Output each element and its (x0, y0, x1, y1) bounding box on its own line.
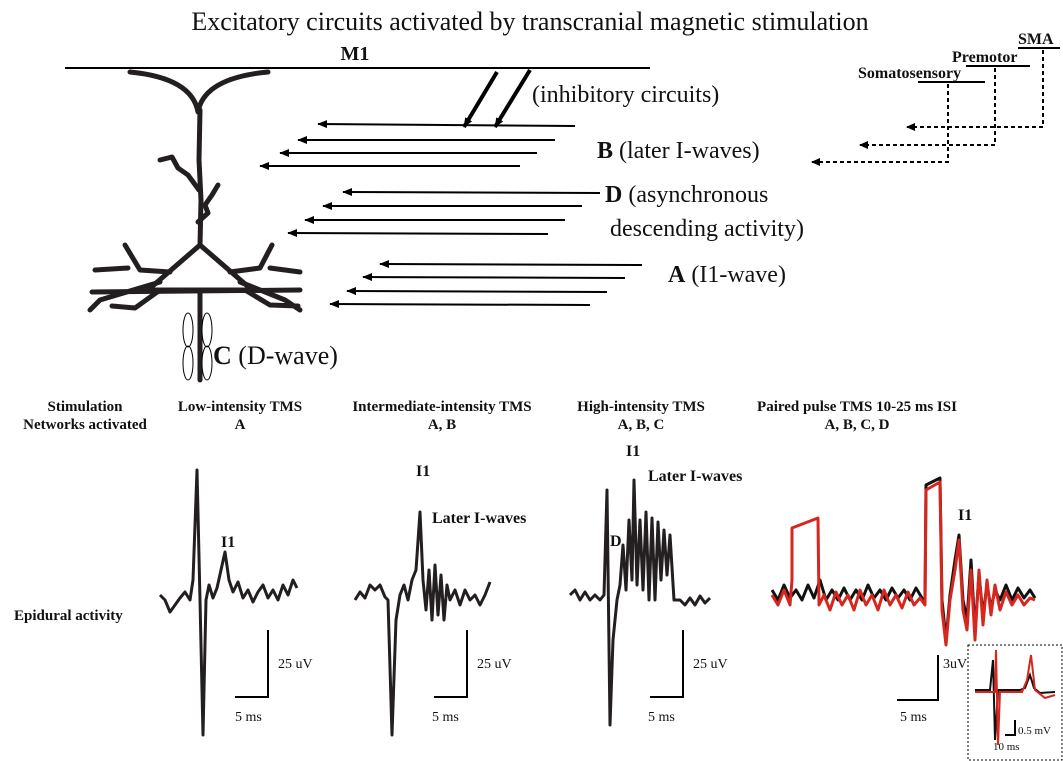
input-letter: A (668, 262, 686, 288)
input-text: (I1-wave) (691, 262, 786, 288)
inhibitory-arrow (493, 68, 532, 129)
stimulation: Intermediate-intensity TMS (352, 399, 531, 415)
input-a-label: A (I1-wave) (668, 262, 786, 288)
wave-label: I1 (626, 443, 640, 460)
trace-paired (770, 480, 1036, 647)
axon-ellipse (201, 312, 213, 348)
axon-ellipse (182, 312, 194, 348)
inset-amplitude-scale: 0.5 mV (1018, 725, 1051, 737)
inset-scale-bar (1005, 720, 1016, 736)
inset-trace-paired (975, 649, 1056, 746)
stimulation: Paired pulse TMS 10-25 ms ISI (757, 399, 957, 415)
basal-dendrite (227, 242, 303, 313)
d-wave-text: (D-wave) (238, 341, 338, 370)
trace (158, 468, 299, 737)
input-arrow (287, 229, 549, 238)
amplitude-scale: 25 uV (477, 657, 512, 672)
input-arrow (362, 273, 626, 282)
inhibitory-arrow (462, 70, 499, 129)
basal-dendrite (87, 242, 173, 313)
wave-label: D (610, 533, 622, 550)
area-label: Somatosensory (858, 65, 961, 82)
input-arrow (379, 260, 643, 269)
neuron (87, 69, 303, 383)
trace (353, 510, 492, 737)
input-arrow (346, 287, 608, 296)
row-label: Epidural activity (14, 608, 123, 624)
stimulation: Low-intensity TMS (178, 399, 302, 415)
input-b-label: B (later I-waves) (597, 138, 760, 164)
axon-ellipse (182, 345, 194, 381)
wave-label: I1 (221, 534, 235, 551)
wave-label: Later I-waves (432, 510, 526, 527)
cortex-label: M1 (341, 43, 370, 65)
apical-dendrite (196, 107, 204, 248)
scale-bar (897, 655, 939, 701)
networks: A, B, C, D (824, 417, 889, 433)
networks: A, B (428, 417, 456, 433)
input-arrow (317, 120, 576, 129)
row-label: Networks activated (23, 417, 147, 433)
wave-label: I1 (958, 507, 972, 524)
area-projection (859, 68, 996, 149)
amplitude-scale: 25 uV (278, 657, 313, 672)
area-label: Premotor (952, 49, 1017, 66)
scale-bar (434, 630, 468, 698)
area-projection (811, 84, 949, 166)
apical-tuft (127, 69, 271, 115)
time-scale: 5 ms (235, 710, 262, 725)
trace (770, 476, 1037, 642)
soma (145, 242, 255, 293)
conditions: Stimulation Networks activated Low-inten… (23, 399, 957, 433)
input-d-label: D (asynchronous (605, 182, 768, 208)
trace (568, 478, 712, 727)
row-label: Stimulation (47, 399, 123, 415)
amplitude-scale: 3uV (943, 657, 967, 672)
input-arrow (329, 300, 591, 309)
title: Excitatory circuits activated by transcr… (191, 7, 868, 36)
wave-label: I1 (416, 463, 430, 480)
d-wave-letter: C (213, 341, 232, 370)
inhibitory-label: (inhibitory circuits) (532, 82, 719, 108)
input-arrows (259, 120, 643, 309)
amplitude-scale: 25 uV (693, 657, 728, 672)
input-letter: B (597, 138, 613, 164)
axon-ellipse (201, 345, 213, 381)
wave-label: Later I-waves (648, 468, 742, 485)
input-text: (later I-waves) (619, 138, 760, 164)
area-projection (906, 50, 1044, 131)
dendrite (195, 182, 221, 225)
input-letter: D (605, 182, 622, 208)
scale-bar (650, 630, 684, 698)
input-text: (asynchronous (628, 182, 768, 208)
time-scale: 5 ms (432, 710, 459, 725)
area-label: SMA (1018, 31, 1054, 48)
d-wave-label: C (D-wave) (213, 341, 338, 370)
time-scale: 5 ms (648, 710, 675, 725)
input-arrow (342, 188, 601, 197)
scale-bar (235, 630, 269, 698)
inset-frame (967, 644, 1063, 761)
input-text: descending activity) (610, 216, 804, 242)
stimulation: High-intensity TMS (577, 399, 705, 415)
inset-time-scale: 10 ms (993, 741, 1020, 753)
time-scale: 5 ms (900, 710, 927, 725)
dendrite (157, 154, 202, 193)
networks: A, B, C (618, 417, 665, 433)
networks: A (235, 417, 246, 433)
